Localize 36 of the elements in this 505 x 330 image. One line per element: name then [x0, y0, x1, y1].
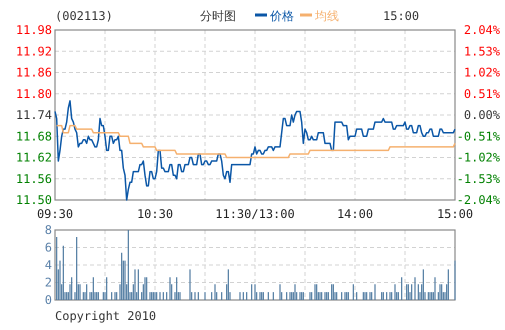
text: Copyright 2010	[55, 309, 156, 323]
y2-tick-label: 1.02%	[464, 66, 501, 80]
y2-tick-label: 0.00%	[464, 108, 501, 122]
x-tick-label: 09:30	[36, 207, 74, 221]
y-tick-label: 8	[44, 223, 52, 237]
y2-tick-label: -0.51%	[456, 129, 501, 144]
y-tick-label: 4	[44, 258, 52, 272]
y-tick-label: 11.86	[16, 66, 52, 80]
y-tick-label: 11.56	[16, 172, 52, 186]
y-tick-label: 6	[44, 240, 52, 254]
legend-label: 均线	[314, 9, 339, 23]
line-series	[56, 124, 456, 158]
x-tick-label: 15:00	[436, 207, 474, 221]
y2-tick-label: 2.04%	[464, 23, 501, 37]
y-tick-label: 11.50	[16, 193, 52, 207]
y2-tick-label: -2.04%	[456, 193, 501, 207]
y2-tick-label: -1.53%	[456, 172, 501, 186]
x-tick-label: 11:30/13:00	[215, 207, 295, 221]
y-tick-label: 11.62	[16, 150, 52, 164]
chart-title: 分时图	[200, 9, 236, 23]
y2-tick-label: 0.51%	[464, 86, 501, 101]
y-tick-label: 0	[44, 293, 52, 307]
x-tick-label: 14:00	[336, 207, 374, 221]
y-tick-label: 11.80	[16, 86, 52, 101]
y-tick-label: 11.92	[16, 44, 52, 58]
y2-tick-label: -1.02%	[456, 150, 501, 164]
y-tick-label: 11.74	[16, 108, 52, 122]
y-tick-label: 11.98	[16, 23, 52, 37]
y-tick-label: 2	[44, 276, 52, 290]
text: 15:00	[383, 9, 420, 23]
line-series	[54, 100, 456, 201]
y-tick-label: 11.68	[16, 129, 52, 144]
x-tick-label: 10:30	[136, 207, 174, 221]
y2-tick-label: 1.53%	[464, 44, 501, 58]
chart-subtitle: (002113)	[55, 9, 113, 23]
legend-label: 价格	[269, 9, 294, 23]
